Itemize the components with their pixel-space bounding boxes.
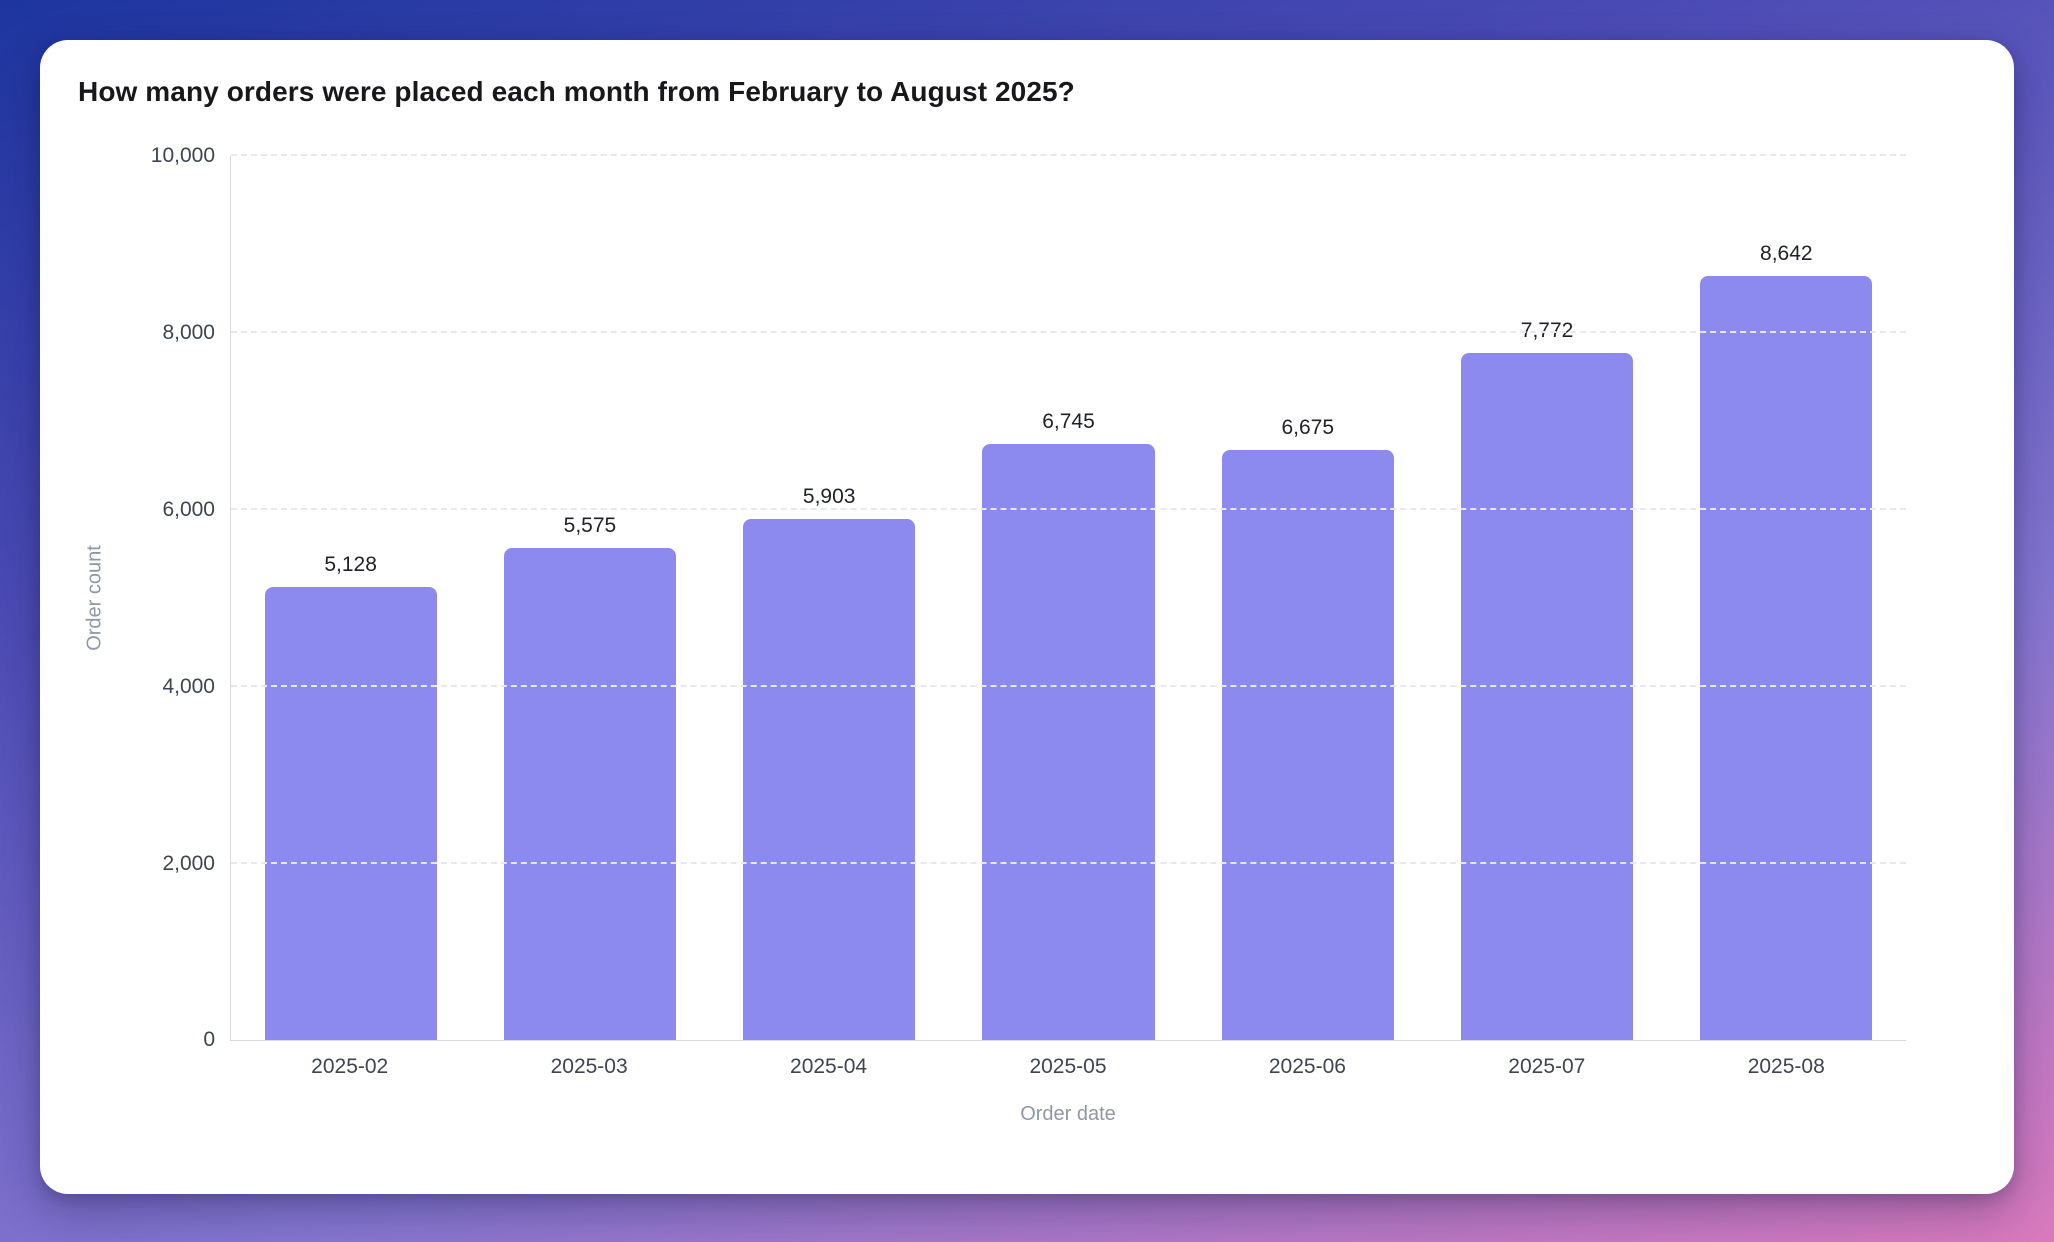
x-axis-tick-label: 2025-05 <box>1029 1055 1107 1079</box>
bar[interactable] <box>264 587 437 1041</box>
bar[interactable] <box>1460 353 1634 1041</box>
bar-value-label: 8,642 <box>1760 242 1813 266</box>
bar-group: 6,745 <box>949 156 1188 1041</box>
bar[interactable] <box>503 547 677 1041</box>
x-axis-title: Order date <box>1020 1103 1116 1126</box>
bar-value-label: 5,128 <box>324 553 377 577</box>
y-axis-tick-label: 8,000 <box>162 321 215 345</box>
x-axis-tick-label: 2025-07 <box>1508 1055 1586 1079</box>
x-axis-tick-label: 2025-04 <box>790 1055 868 1079</box>
page-title: How many orders were placed each month f… <box>78 76 1075 107</box>
bar-group: 8,642 <box>1667 156 1906 1041</box>
bar[interactable] <box>1700 276 1873 1041</box>
bar-chart: Order count 5,128 5,575 5,903 6,745 6,67… <box>78 144 1976 1126</box>
bar-group: 5,575 <box>470 156 709 1041</box>
bar-value-label: 6,675 <box>1281 416 1335 440</box>
chart-card: How many orders were placed each month f… <box>40 40 2014 1194</box>
x-axis-tick-label: 2025-03 <box>550 1055 628 1079</box>
bar[interactable] <box>743 518 916 1041</box>
x-axis-tick-label: 2025-02 <box>311 1055 389 1079</box>
bar[interactable] <box>982 444 1155 1041</box>
bar-group: 5,128 <box>231 156 470 1041</box>
bars: 5,128 5,575 5,903 6,745 6,675 7,772 8,64… <box>231 156 1906 1041</box>
bar[interactable] <box>1221 450 1394 1041</box>
bar-group: 5,903 <box>710 156 949 1041</box>
y-axis-tick-label: 4,000 <box>162 674 215 698</box>
bar-value-label: 6,745 <box>1042 410 1095 434</box>
x-axis-labels: 2025-02 2025-03 2025-04 2025-05 2025-06 2025-… <box>230 1055 1906 1079</box>
y-axis-tick-label: 6,000 <box>162 498 215 521</box>
bar-value-label: 7,772 <box>1520 319 1574 343</box>
y-axis-title: Order count <box>83 545 106 652</box>
bar-value-label: 5,903 <box>802 484 856 508</box>
x-axis-tick-label: 2025-06 <box>1268 1055 1346 1079</box>
bar-value-label: 5,575 <box>563 513 617 537</box>
y-axis-tick-label: 10,000 <box>150 144 215 168</box>
y-axis-tick-label: 2,000 <box>162 851 215 875</box>
x-axis-tick-label: 2025-08 <box>1747 1055 1825 1079</box>
plot-area: Order count 5,128 5,575 5,903 6,745 6,67… <box>84 144 1906 1051</box>
bar-group: 6,675 <box>1188 156 1427 1041</box>
bar-group: 7,772 <box>1427 156 1666 1041</box>
y-axis-tick-label: 0 <box>203 1028 215 1052</box>
